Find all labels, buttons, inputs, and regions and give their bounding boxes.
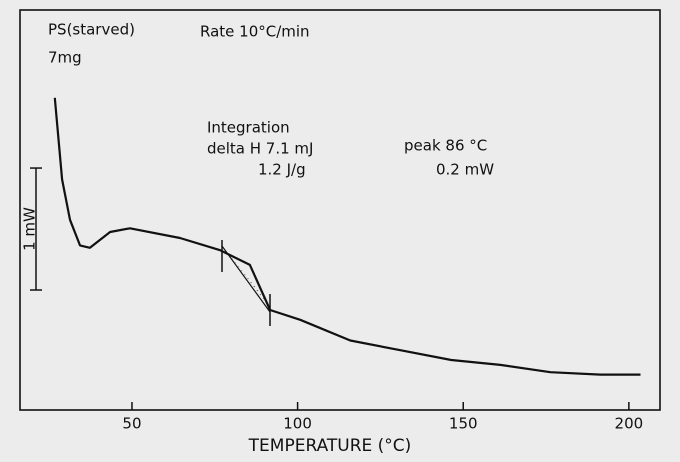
annotation: PS(starved) [48, 21, 135, 39]
annotation: 0.2 mW [436, 161, 494, 179]
x-tick-label: 150 [449, 415, 478, 433]
x-tick-label: 200 [615, 415, 644, 433]
annotation: peak 86 °C [404, 137, 487, 155]
scale-bar-label: 1 mW [21, 207, 39, 251]
annotation: Rate 10°C/min [200, 23, 310, 41]
annotation: Integration [207, 119, 290, 137]
curve [53, 97, 641, 376]
annotation: 7mg [48, 49, 82, 67]
x-tick-label: 100 [283, 415, 312, 433]
annotation: delta H 7.1 mJ [207, 140, 313, 158]
plot-frame [19, 9, 661, 411]
baseline [221, 245, 271, 313]
x-axis-label: TEMPERATURE (°C) [248, 436, 412, 456]
annotation: 1.2 J/g [258, 161, 306, 179]
x-tick-label: 50 [122, 415, 141, 433]
